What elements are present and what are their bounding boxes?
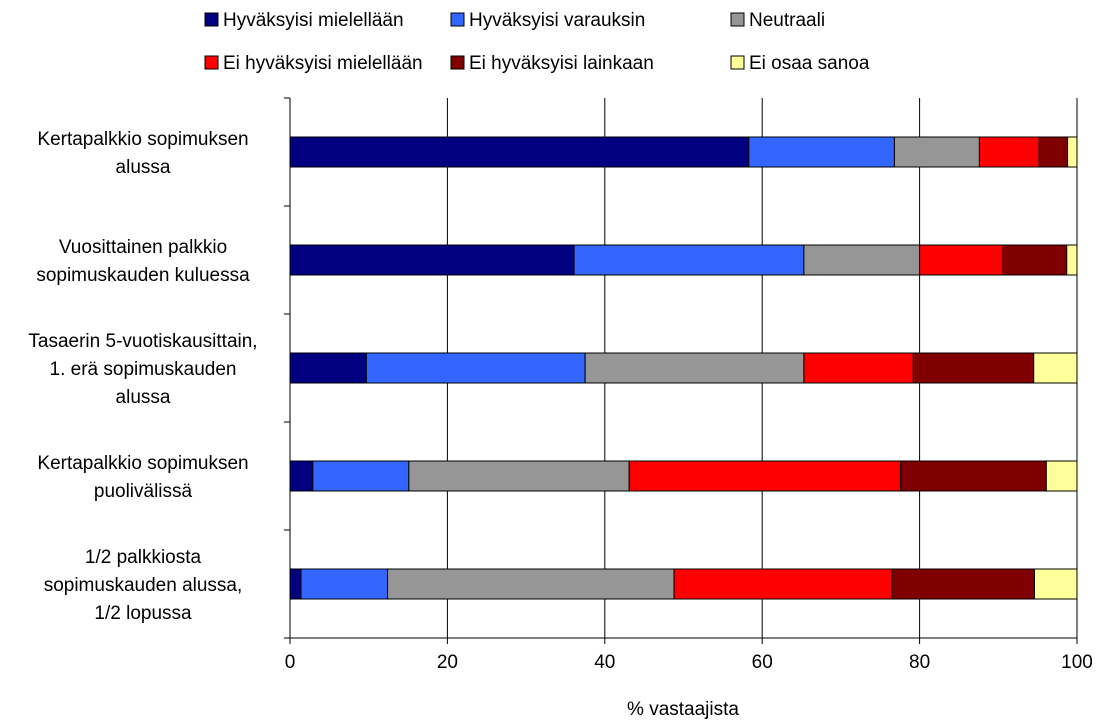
legend-item-neutraali: Neutraali: [730, 10, 825, 31]
bar-segment-hyvaksyisi-varauksin-4: [312, 460, 410, 492]
category-label-line: 1. erä sopimuskauden: [50, 359, 237, 380]
bar-segment-ei-hyvaksyisi-mielellaan-1: [978, 136, 1040, 168]
bar-segment-hyvaksyisi-mielellaan-2: [289, 244, 575, 276]
category-label-line: Kertapalkkio sopimuksen: [37, 129, 248, 150]
category-label-line: 1/2 palkkiosta: [85, 547, 202, 568]
category-label-4: Kertapalkkio sopimuksen puolivälissä: [37, 453, 248, 502]
axes: [284, 97, 1078, 644]
bar-segment-hyvaksyisi-varauksin-3: [365, 352, 586, 384]
bar-segment-ei-osaa-sanoa-4: [1045, 460, 1078, 492]
bar-segment-hyvaksyisi-mielellaan-4: [289, 460, 314, 492]
legend-label: Neutraali: [749, 10, 825, 31]
legend-label: Ei hyväksyisi mielellään: [223, 53, 423, 74]
category-label-5: 1/2 palkkiosta sopimuskauden alussa, 1/2 l…: [44, 547, 243, 624]
category-labels: Kertapalkkio sopimuksen alussa Vuosittaine…: [28, 129, 257, 624]
bar-segment-ei-hyvaksyisi-mielellaan-4: [628, 460, 902, 492]
x-tick-labels: 0 20 40 60 80 100: [285, 652, 1093, 673]
bar-segment-ei-hyvaksyisi-lainkaan-1: [1038, 136, 1069, 168]
legend-item-hyvaksyisi-mielellaan: Hyväksyisi mielellään: [204, 10, 404, 31]
bar-segment-neutraali-4: [408, 460, 630, 492]
legend-item-ei-hyvaksyisi-lainkaan: Ei hyväksyisi lainkaan: [450, 53, 654, 74]
category-label-line: Tasaerin 5-vuotiskausittain,: [28, 331, 257, 352]
bar-segment-ei-osaa-sanoa-1: [1067, 136, 1078, 168]
bar-segment-hyvaksyisi-varauksin-5: [300, 568, 389, 600]
category-label-line: alussa: [116, 387, 171, 408]
bar-segment-hyvaksyisi-mielellaan-3: [289, 352, 367, 384]
bar-segment-neutraali-5: [387, 568, 675, 600]
legend-swatch: [204, 55, 219, 70]
x-tick-label: 20: [437, 652, 458, 673]
x-tick-label: 40: [594, 652, 615, 673]
bar-segment-neutraali-3: [584, 352, 805, 384]
bar-segment-ei-hyvaksyisi-lainkaan-4: [900, 460, 1047, 492]
category-label-line: alussa: [116, 157, 171, 178]
legend-swatch: [204, 12, 219, 27]
category-label-line: Kertapalkkio sopimuksen: [37, 453, 248, 474]
bar-segment-ei-hyvaksyisi-mielellaan-2: [919, 244, 1004, 276]
legend-label: Ei osaa sanoa: [749, 53, 870, 74]
bar-segment-ei-hyvaksyisi-lainkaan-2: [1002, 244, 1068, 276]
legend-swatch: [450, 12, 465, 27]
category-label-line: 1/2 lopussa: [94, 603, 192, 624]
bars: [289, 136, 1078, 600]
category-label-3: Tasaerin 5-vuotiskausittain, 1. erä sopim…: [28, 331, 257, 408]
bar-segment-ei-hyvaksyisi-lainkaan-5: [891, 568, 1036, 600]
x-tick-label: 60: [752, 652, 773, 673]
x-tick-label: 100: [1061, 652, 1093, 673]
legend-label: Hyväksyisi mielellään: [223, 10, 404, 31]
bar-segment-hyvaksyisi-mielellaan-1: [289, 136, 750, 168]
legend-label: Hyväksyisi varauksin: [469, 10, 645, 31]
x-axis-label: % vastaajista: [627, 699, 739, 720]
category-label-1: Kertapalkkio sopimuksen alussa: [37, 129, 248, 178]
bar-segment-ei-hyvaksyisi-mielellaan-5: [673, 568, 893, 600]
bar-segment-neutraali-1: [893, 136, 980, 168]
legend-item-ei-osaa-sanoa: Ei osaa sanoa: [730, 53, 870, 74]
legend-swatch: [730, 12, 745, 27]
bar-segment-ei-hyvaksyisi-mielellaan-3: [803, 352, 914, 384]
bar-segment-neutraali-2: [803, 244, 921, 276]
category-label-line: sopimuskauden alussa,: [44, 575, 243, 596]
category-label-line: Vuosittainen palkkio: [59, 237, 227, 258]
x-tick-label: 80: [909, 652, 930, 673]
category-label-line: sopimuskauden kuluessa: [36, 265, 250, 286]
bar-segment-ei-osaa-sanoa-2: [1066, 244, 1078, 276]
bar-segment-ei-osaa-sanoa-5: [1034, 568, 1078, 600]
legend: Hyväksyisi mielellään Hyväksyisi varauksi…: [204, 10, 870, 74]
legend-item-ei-hyvaksyisi-mielellaan: Ei hyväksyisi mielellään: [204, 53, 423, 74]
legend-swatch: [450, 55, 465, 70]
bar-segment-hyvaksyisi-mielellaan-5: [289, 568, 302, 600]
bar-segment-hyvaksyisi-varauksin-1: [748, 136, 895, 168]
x-tick-label: 0: [285, 652, 296, 673]
legend-swatch: [730, 55, 745, 70]
bar-segment-ei-osaa-sanoa-3: [1033, 352, 1078, 384]
category-label-line: puolivälissä: [94, 481, 193, 502]
legend-item-hyvaksyisi-varauksin: Hyväksyisi varauksin: [450, 10, 645, 31]
bar-segment-hyvaksyisi-varauksin-2: [573, 244, 805, 276]
category-label-2: Vuosittainen palkkio sopimuskauden kulues…: [36, 237, 250, 286]
bar-segment-ei-hyvaksyisi-lainkaan-3: [912, 352, 1035, 384]
legend-label: Ei hyväksyisi lainkaan: [469, 53, 654, 74]
